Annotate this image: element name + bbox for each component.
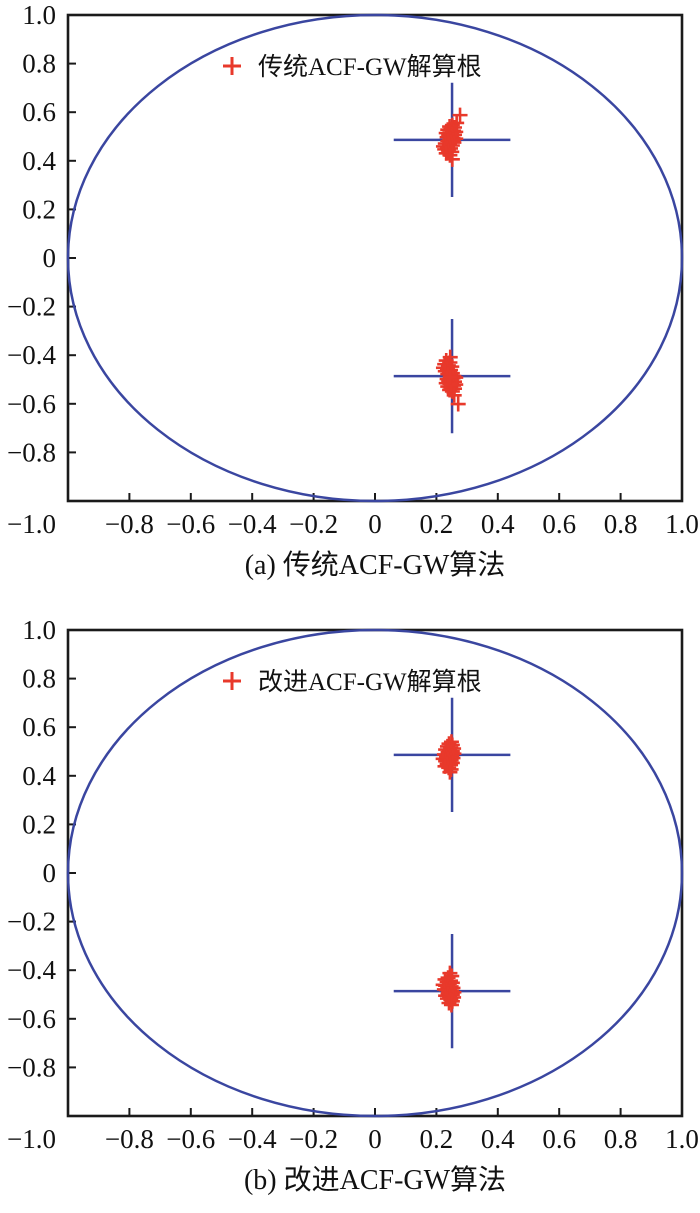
panel-chart-b: −0.8 −0.6 −0.4 −0.2 0 0.2 0.4 0.6 0.8 1.0 1.0 0.8 0.… xyxy=(0,615,700,1213)
plot-frame xyxy=(66,13,684,503)
x-axis-tick-label: −0.8 xyxy=(105,1124,154,1154)
x-axis-tick-label: −0.8 xyxy=(105,509,154,539)
y-axis-tick-label: 0.2 xyxy=(22,809,56,839)
x-axis-tick-label: −0.2 xyxy=(289,509,338,539)
y-axis-tick-label: −0.6 xyxy=(7,389,56,419)
y-axis-tick-label: −0.8 xyxy=(7,437,56,467)
y-axis-tick-label: 0 xyxy=(43,243,57,273)
y-axis-tick-label: 0.6 xyxy=(22,97,56,127)
plus-marker xyxy=(444,151,460,167)
y-axis-tick-label: 0.2 xyxy=(22,194,56,224)
x-axis-tick-label: −0.4 xyxy=(228,1124,277,1154)
x-axis-tick-label: 0.6 xyxy=(542,1124,576,1154)
x-axis-tick-label: 0.4 xyxy=(481,1124,515,1154)
panel-chart-a: −0.8 −0.6 −0.4 −0.2 0 0.2 0.4 0.6 0.8 1.0 1.0 0.8 0.… xyxy=(0,0,700,600)
y-axis-tick-label: −0.4 xyxy=(7,955,56,985)
plus-marker xyxy=(442,369,458,385)
y-axis-tick-label: −0.2 xyxy=(7,907,56,937)
x-axis-tick-label: 0.4 xyxy=(481,509,515,539)
legend-label: 传统ACF-GW解算根 xyxy=(258,53,482,81)
unit-circle xyxy=(66,13,684,503)
plot-frame xyxy=(66,628,684,1118)
legend-label: 改进ACF-GW解算根 xyxy=(258,668,482,696)
y-axis-tick-label: −0.8 xyxy=(7,1052,56,1082)
x-axis-tick-label: 0.2 xyxy=(420,509,454,539)
unit-circle xyxy=(66,628,684,1118)
x-axis-tick-label: 0 xyxy=(368,509,382,539)
scatter-series xyxy=(435,734,462,1013)
legend-plus-icon xyxy=(223,672,241,690)
caption-a: (a) 传统ACF-GW算法 xyxy=(244,550,506,581)
unit-circle-plot-a: −0.8 −0.6 −0.4 −0.2 0 0.2 0.4 0.6 0.8 1.0 1.0 0.8 0.… xyxy=(7,0,699,539)
y-axis-tick-label: 0.4 xyxy=(22,146,56,176)
x-axis-tick-label: 1.0 xyxy=(665,1124,699,1154)
y-axis-tick-label: −0.4 xyxy=(7,340,56,370)
x-axis-tick-label: 0.8 xyxy=(604,1124,638,1154)
x-axis-tick-label: −0.6 xyxy=(166,509,215,539)
x-axis-tick-label: 0.2 xyxy=(420,1124,454,1154)
x-axis-tick-label: −0.6 xyxy=(166,1124,215,1154)
x-axis-tick-label: 1.0 xyxy=(665,509,699,539)
plus-marker xyxy=(441,995,457,1011)
plus-marker xyxy=(450,396,466,412)
y-axis-tick-label: 1.0 xyxy=(22,615,56,645)
x-axis-tick-label: −0.4 xyxy=(228,509,277,539)
y-axis-tick-label: 1.0 xyxy=(22,0,56,30)
plus-marker xyxy=(446,387,462,403)
y-axis-tick-label: 0 xyxy=(43,858,57,888)
y-axis-tick-label: −0.6 xyxy=(7,1004,56,1034)
legend: 传统ACF-GW解算根 xyxy=(223,53,482,81)
unit-circle-plot-b: −0.8 −0.6 −0.4 −0.2 0 0.2 0.4 0.6 0.8 1.0 1.0 0.8 0.… xyxy=(7,615,699,1154)
caption-b: (b) 改进ACF-GW算法 xyxy=(243,1165,507,1196)
corner-tick-label: −1.0 xyxy=(7,1124,56,1154)
y-axis-tick-label: 0.4 xyxy=(22,761,56,791)
legend-plus-icon xyxy=(223,57,241,75)
y-axis-tick-label: 0.8 xyxy=(22,49,56,79)
legend: 改进ACF-GW解算根 xyxy=(223,668,482,696)
y-axis-tick-label: 0.8 xyxy=(22,664,56,694)
scatter-series xyxy=(435,107,468,412)
y-axis-tick-label: 0.6 xyxy=(22,712,56,742)
x-axis-tick-label: 0.8 xyxy=(604,509,638,539)
x-axis-tick-label: −0.2 xyxy=(289,1124,338,1154)
plus-marker xyxy=(452,107,468,123)
x-axis-tick-label: 0.6 xyxy=(542,509,576,539)
y-axis-tick-label: −0.2 xyxy=(7,292,56,322)
corner-tick-label: −1.0 xyxy=(7,509,56,539)
x-axis-tick-label: 0 xyxy=(368,1124,382,1154)
plus-marker xyxy=(443,997,459,1013)
plus-marker xyxy=(442,764,458,780)
